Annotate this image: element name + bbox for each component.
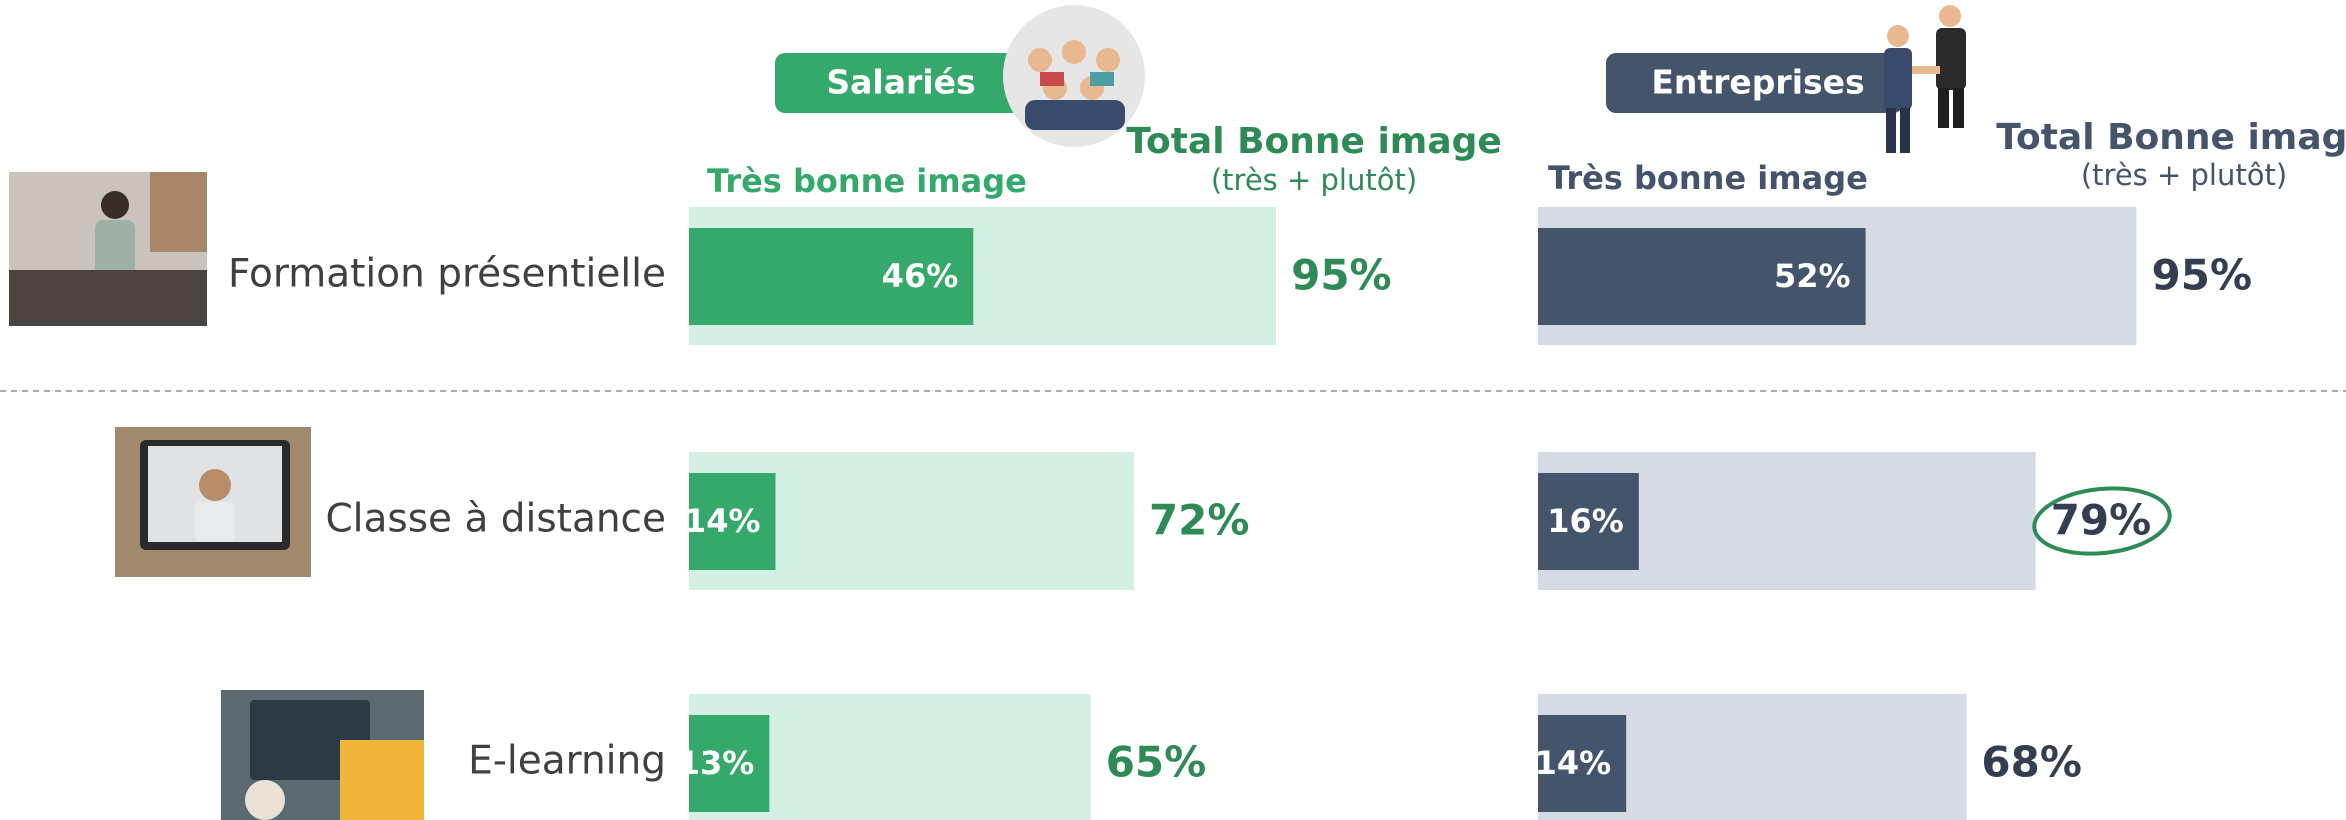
category-label: E-learning xyxy=(468,739,666,784)
series-name: Total Bonne image xyxy=(1996,117,2346,158)
category-label: Classe à distance xyxy=(325,497,666,542)
inner-value-label: 52% xyxy=(1774,257,1851,295)
series-subtitle: (très + plutôt) xyxy=(1211,163,1417,197)
inner-value-label: 16% xyxy=(1547,502,1624,540)
total-value-label: 95% xyxy=(1291,251,1392,300)
very-good-bar xyxy=(689,228,974,325)
header-pill xyxy=(775,53,1027,113)
employees-icon xyxy=(1003,5,1145,147)
inner-value-label: 13% xyxy=(678,744,755,782)
category-label: Formation présentielle xyxy=(228,252,666,297)
very-good-bar xyxy=(1538,473,1639,570)
total-value-label: 65% xyxy=(1106,738,1207,787)
series-subtitle: (très + plutôt) xyxy=(2081,158,2287,192)
total-value-label: 68% xyxy=(1981,738,2082,787)
very-good-bar xyxy=(689,715,770,812)
inner-value-label: 14% xyxy=(1535,744,1612,782)
highlight-circle xyxy=(2032,486,2172,556)
chart-title: Salariés xyxy=(826,63,975,102)
inner-value-label: 14% xyxy=(684,502,761,540)
business-icon xyxy=(1884,5,1966,153)
very-good-bar xyxy=(1538,715,1627,812)
very-good-bar xyxy=(689,473,776,570)
photo-video-call xyxy=(115,427,311,577)
photo-classroom xyxy=(9,172,207,326)
total-value-label: 95% xyxy=(2152,251,2253,300)
inner-value-label: 46% xyxy=(882,257,959,295)
photo-elearning xyxy=(221,690,424,820)
total-value-label: 79% xyxy=(2051,496,2152,545)
series-name: Très bonne image xyxy=(707,162,1027,200)
series-name: Très bonne image xyxy=(1548,159,1868,197)
very-good-bar xyxy=(1538,228,1866,325)
series-name: Total Bonne image xyxy=(1126,121,1502,162)
chart-title: Entreprises xyxy=(1651,63,1864,102)
header-pill xyxy=(1606,53,1903,113)
total-value-label: 72% xyxy=(1149,496,1250,545)
